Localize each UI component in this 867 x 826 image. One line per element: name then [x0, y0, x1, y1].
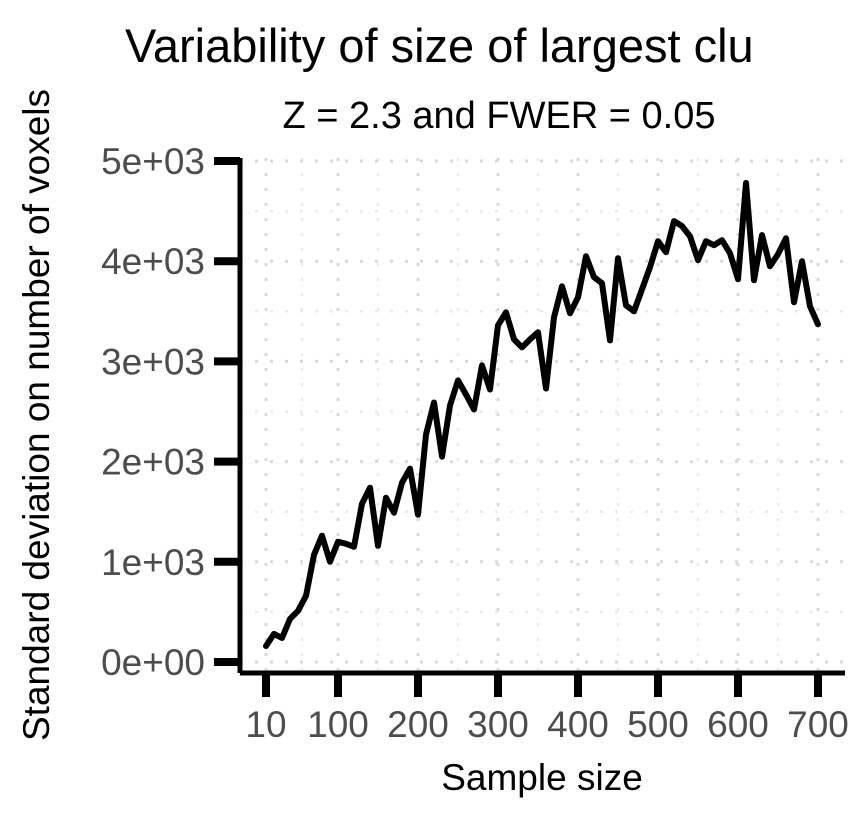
y-tick-label: 1e+03: [101, 542, 205, 583]
y-axis-label: Standard deviation on number of voxels: [16, 89, 57, 741]
x-tick-label: 300: [467, 704, 529, 745]
y-tick-label: 3e+03: [101, 341, 205, 382]
chart-title: Variability of size of largest clu: [125, 19, 754, 72]
y-tick-label: 2e+03: [101, 442, 205, 483]
x-tick-label: 200: [387, 704, 449, 745]
x-axis-label: Sample size: [441, 757, 643, 798]
x-tick-label: 10: [245, 704, 286, 745]
series: [263, 180, 821, 649]
x-tick-label: 700: [787, 704, 849, 745]
series-line: [263, 180, 821, 649]
y-tick-label: 0e+00: [101, 642, 205, 683]
x-tick-label: 100: [307, 704, 369, 745]
x-ticks: 10 100 200 300 400 500 600 700: [245, 673, 849, 745]
y-tick-label: 4e+03: [101, 241, 205, 282]
x-tick-label: 600: [707, 704, 769, 745]
y-ticks: 0e+00 1e+03 2e+03 3e+03 4e+03 5e+03: [101, 141, 240, 683]
x-tick-label: 500: [627, 704, 689, 745]
x-tick-label: 400: [547, 704, 609, 745]
y-tick-label: 5e+03: [101, 141, 205, 182]
grid: [240, 158, 845, 673]
chart-subtitle: Z = 2.3 and FWER = 0.05: [283, 95, 716, 137]
